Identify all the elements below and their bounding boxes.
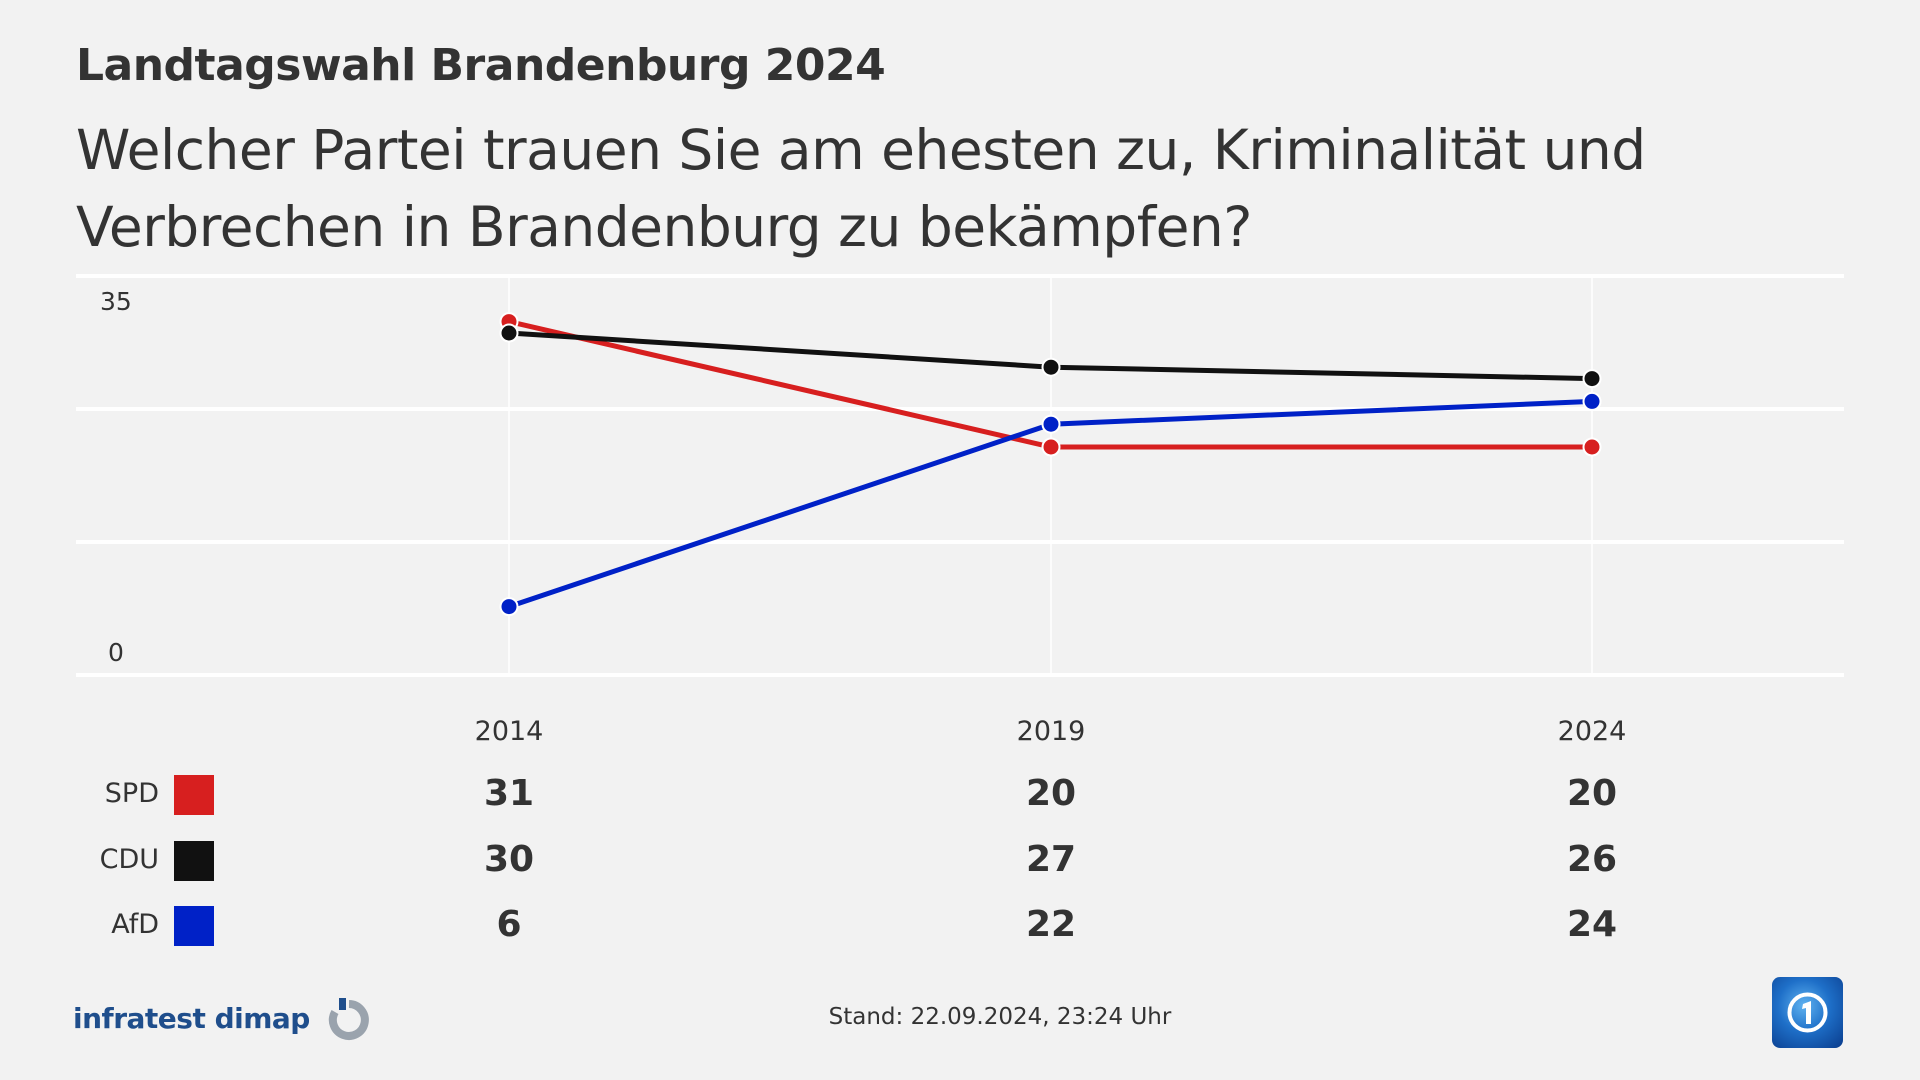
legend-label: AfD [111,909,159,940]
legend-label: SPD [104,778,159,809]
x-tick-label: 2024 [1557,716,1627,747]
data-point-afd [1041,414,1061,434]
data-value: 27 [1025,839,1077,880]
data-value: 20 [1566,773,1618,814]
data-value: 26 [1566,839,1618,880]
data-point-afd [499,597,519,617]
timestamp: Stand: 22.09.2024, 23:24 Uhr [828,1004,1172,1030]
data-value: 30 [483,839,535,880]
data-point-cdu [1041,357,1061,377]
legend-swatch [174,906,214,946]
data-value: 20 [1025,773,1077,814]
data-value: 22 [1025,904,1077,945]
logo-text: infratest dimap [73,1002,310,1035]
x-tick-label: 2014 [474,716,544,747]
chart-title: Welcher Partei trauen Sie am ehesten zu,… [76,118,1646,259]
y-tick-label: 0 [108,638,124,667]
legend-label: CDU [99,844,159,875]
ard-logo [1772,977,1843,1048]
data-point-cdu [499,323,519,343]
data-point-afd [1582,391,1602,411]
data-value: 24 [1566,904,1618,945]
data-value: 31 [483,773,535,814]
legend-swatch [174,841,214,881]
infratest-dimap-logo: infratest dimap [73,996,373,1044]
legend-swatch [174,775,214,815]
data-point-spd [1041,437,1061,457]
infratest-icon [329,998,369,1040]
data-point-spd [1582,437,1602,457]
y-tick-label: 35 [100,287,132,316]
supertitle: Landtagswahl Brandenburg 2024 [76,40,886,91]
data-point-cdu [1582,369,1602,389]
ard-one-icon [1787,992,1828,1033]
data-value: 6 [496,904,522,945]
x-tick-label: 2019 [1016,716,1086,747]
